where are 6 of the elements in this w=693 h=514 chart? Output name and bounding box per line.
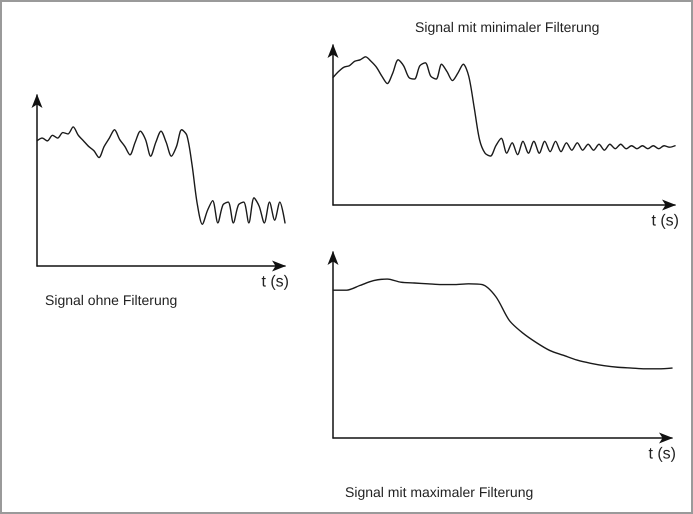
text: Signal mit maximaler Filterung: [345, 484, 534, 500]
x-axis-title: t (s): [261, 274, 289, 290]
x-axis-title: t (s): [648, 446, 676, 462]
text: Signal ohne Filterung: [45, 292, 178, 308]
x-axis-title: t (s): [651, 212, 679, 230]
chart-title: Signal mit minimaler Filterung: [415, 19, 600, 35]
